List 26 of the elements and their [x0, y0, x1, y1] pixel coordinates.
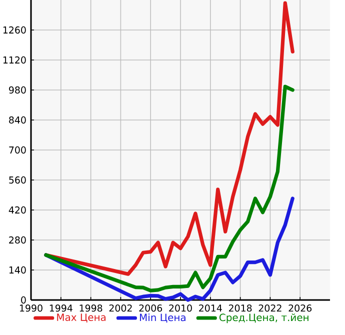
y-tick-label: 1120 — [3, 56, 26, 64]
x-tick-label: 2010 — [169, 304, 192, 312]
line-series — [44, 84, 294, 292]
y-tick-label: 0 — [21, 296, 26, 304]
x-tick-label: 2022 — [258, 304, 282, 312]
y-tick-label: 1260 — [3, 26, 26, 34]
x-tick-label: 2002 — [109, 304, 132, 312]
x-tick-label: 1990 — [20, 304, 42, 312]
legend-label: Min Цена — [140, 313, 186, 323]
y-tick-label: 140 — [9, 266, 26, 274]
y-tick-label: 420 — [8, 206, 26, 214]
y-tick-label: 840 — [9, 116, 26, 124]
x-tick-label: 2014 — [199, 304, 222, 312]
legend-label: Сред.Цена, т.йен — [219, 313, 308, 324]
y-tick-label: 700 — [9, 146, 26, 154]
y-tick-label: 560 — [9, 176, 26, 184]
x-tick-label: 1994 — [50, 304, 72, 312]
line-series — [44, 196, 294, 302]
x-tick-label: 1998 — [80, 304, 102, 312]
legend-label: Max Цена — [57, 314, 106, 322]
y-tick-label: 280 — [9, 236, 26, 244]
x-tick-label: 2018 — [228, 304, 252, 312]
y-tick-label: 980 — [9, 86, 26, 94]
line-series — [44, 1, 294, 276]
x-tick-label: 2006 — [139, 304, 162, 312]
x-tick-label: 2026 — [288, 304, 312, 312]
